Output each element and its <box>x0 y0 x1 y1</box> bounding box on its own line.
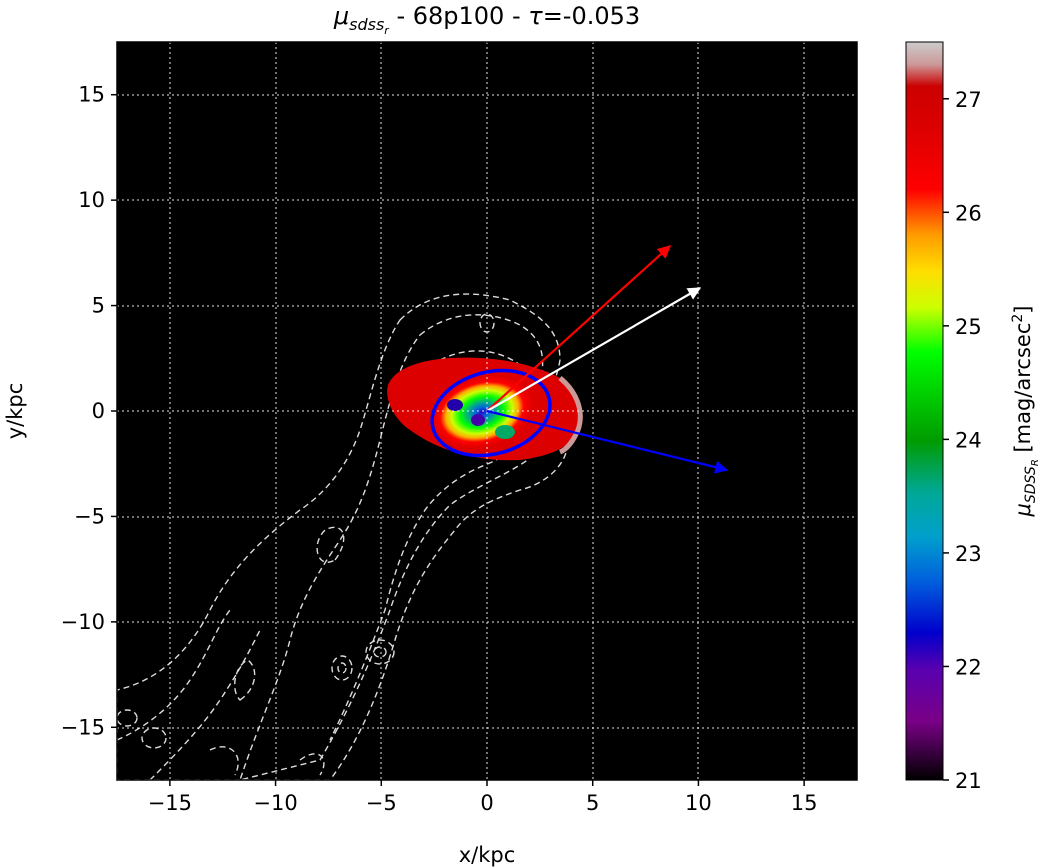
y-tick-label: −10 <box>61 610 105 634</box>
colorbar-tick-label: 21 <box>955 769 982 793</box>
x-tick-label: 5 <box>586 791 599 815</box>
x-tick-label: −15 <box>148 791 192 815</box>
chart-title: μsdssr - 68p100 - τ=-0.053 <box>333 2 640 37</box>
y-axis-label: y/kpc <box>3 383 27 440</box>
fit-ellipse <box>430 368 552 458</box>
x-tick-label: 0 <box>480 791 493 815</box>
arrow-white <box>486 287 702 412</box>
colorbar-ticks: 21 22 23 24 25 26 27 <box>943 88 982 793</box>
colorbar-label: μSDSSR [mag/arcsec2] <box>1010 306 1041 518</box>
x-tick-label: −5 <box>366 791 397 815</box>
arrow-blue <box>486 409 729 474</box>
colorbar <box>905 41 944 781</box>
colorbar-tick-label: 22 <box>955 655 982 679</box>
colorbar-tick-label: 27 <box>955 88 982 112</box>
y-tick-label: 5 <box>92 294 105 318</box>
colorbar-tick-label: 24 <box>955 428 982 452</box>
y-axis-ticks: −15 −10 −5 0 5 10 15 <box>61 83 117 739</box>
y-tick-label: 10 <box>78 188 105 212</box>
y-tick-label: 15 <box>78 83 105 107</box>
arrow-red <box>486 245 671 412</box>
y-tick-label: 0 <box>92 399 105 423</box>
x-tick-label: 15 <box>791 791 818 815</box>
y-tick-label: −5 <box>74 504 105 528</box>
colorbar-tick-label: 26 <box>955 201 982 225</box>
colorbar-tick-label: 23 <box>955 542 982 566</box>
x-axis-ticks: −15 −10 −5 0 5 10 15 <box>148 780 818 815</box>
y-tick-label: −15 <box>61 715 105 739</box>
x-axis-label: x/kpc <box>459 843 516 867</box>
plot-content <box>117 42 857 780</box>
colorbar-tick-label: 25 <box>955 315 982 339</box>
x-tick-label: −10 <box>253 791 297 815</box>
x-tick-label: 10 <box>685 791 712 815</box>
